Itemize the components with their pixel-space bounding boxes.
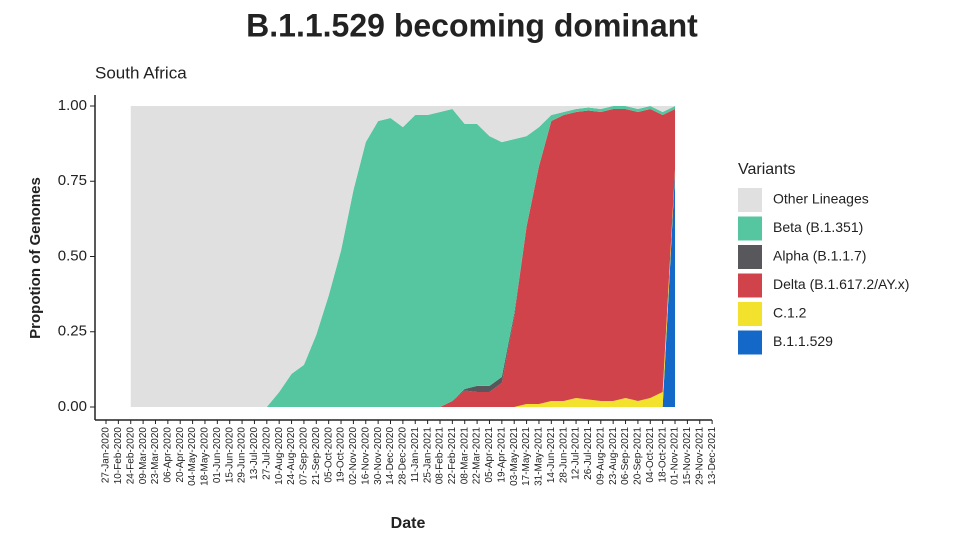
x-tick-label: 21-Sep-2020	[311, 427, 322, 485]
x-tick-label: 01-Nov-2021	[670, 427, 681, 485]
legend-label: Other Lineages	[773, 191, 869, 207]
x-tick-label: 18-Oct-2021	[657, 427, 668, 483]
legend-label: Delta (B.1.617.2/AY.x)	[773, 276, 909, 292]
x-tick-label: 05-Apr-2021	[484, 427, 495, 483]
x-tick-label: 29-Nov-2021	[694, 427, 705, 485]
x-tick-label: 28-Dec-2020	[398, 427, 409, 485]
legend-swatch	[738, 188, 762, 212]
legend-swatch	[738, 330, 762, 355]
area	[130, 106, 676, 407]
x-tick-label: 06-Sep-2021	[620, 427, 631, 485]
x-tick-label: 28-Jun-2021	[558, 427, 569, 484]
area	[130, 106, 676, 407]
y-tick-label: 0.25	[58, 323, 87, 340]
y-tick-label: 0.50	[58, 247, 87, 264]
x-tick-label: 10-Feb-2020	[113, 427, 124, 485]
x-tick-label: 15-Jun-2020	[224, 427, 235, 484]
area	[130, 109, 676, 407]
x-tick-label: 19-Oct-2020	[336, 427, 347, 483]
page-title: B.1.1.529 becoming dominant	[246, 7, 698, 43]
legend-label: C.1.2	[773, 305, 807, 321]
x-tick-label: 09-Aug-2021	[595, 427, 606, 485]
legend-swatch	[738, 302, 762, 326]
x-tick-label: 02-Nov-2020	[348, 427, 359, 485]
x-tick-label: 24-Feb-2020	[125, 427, 136, 485]
x-tick-label: 11-Jan-2021	[410, 427, 421, 483]
legend-title: Variants	[738, 161, 796, 178]
x-tick-label: 08-Mar-2021	[459, 427, 470, 485]
x-tick-label: 23-Aug-2021	[608, 427, 619, 485]
x-tick-label: 01-Jun-2020	[212, 427, 223, 484]
x-tick-label: 13-Dec-2021	[707, 427, 718, 485]
y-tick-label: 1.00	[58, 97, 87, 114]
x-tick-label: 24-Aug-2020	[286, 427, 297, 485]
x-tick-label: 15-Nov-2021	[682, 427, 693, 485]
legend-label: Alpha (B.1.1.7)	[773, 248, 866, 264]
x-tick-label: 22-Mar-2021	[472, 427, 483, 485]
x-tick-label: 25-Jan-2021	[422, 427, 433, 484]
x-tick-label: 31-May-2021	[534, 427, 545, 486]
x-tick-label: 26-Jul-2021	[583, 427, 594, 480]
x-tick-label: 13-Jul-2020	[249, 427, 260, 480]
chart-subtitle: South Africa	[95, 63, 187, 82]
legend-swatch	[738, 273, 762, 298]
x-axis-label: Date	[391, 515, 426, 532]
legend-label: Beta (B.1.351)	[773, 219, 863, 235]
legend-label: B.1.1.529	[773, 333, 833, 349]
x-tick-label: 22-Feb-2021	[447, 427, 458, 485]
x-tick-label: 17-May-2021	[521, 427, 532, 486]
x-tick-label: 14-Dec-2020	[385, 427, 396, 485]
x-tick-label: 03-May-2021	[509, 427, 520, 486]
y-tick-label: 0.00	[58, 398, 87, 415]
y-tick-label: 0.75	[58, 172, 87, 189]
x-tick-label: 29-Jun-2020	[237, 427, 248, 484]
x-tick-label: 27-Jan-2020	[101, 427, 112, 484]
x-tick-label: 18-May-2020	[200, 427, 211, 486]
legend-swatch	[738, 245, 762, 269]
x-tick-label: 20-Sep-2021	[633, 427, 644, 485]
x-tick-label: 10-Aug-2020	[274, 427, 285, 485]
x-tick-label: 04-Oct-2021	[645, 427, 656, 483]
y-axis-label: Propotion of Genomes	[27, 177, 44, 339]
x-tick-label: 04-May-2020	[187, 427, 198, 486]
x-tick-label: 09-Mar-2020	[138, 427, 149, 485]
x-tick-label: 07-Sep-2020	[299, 427, 310, 485]
x-tick-label: 27-Jul-2020	[261, 427, 272, 480]
x-tick-label: 23-Mar-2020	[150, 427, 161, 485]
x-tick-label: 16-Nov-2020	[360, 427, 371, 485]
legend-swatch	[738, 216, 762, 241]
x-tick-label: 06-Apr-2020	[162, 427, 173, 483]
x-tick-label: 14-Jun-2021	[546, 427, 557, 484]
x-tick-label: 12-Jul-2021	[571, 427, 582, 480]
x-tick-label: 20-Apr-2020	[175, 427, 186, 483]
x-tick-label: 05-Oct-2020	[323, 427, 334, 483]
x-tick-label: 08-Feb-2021	[435, 427, 446, 485]
x-tick-label: 19-Apr-2021	[496, 427, 507, 483]
x-tick-label: 30-Nov-2020	[373, 427, 384, 485]
